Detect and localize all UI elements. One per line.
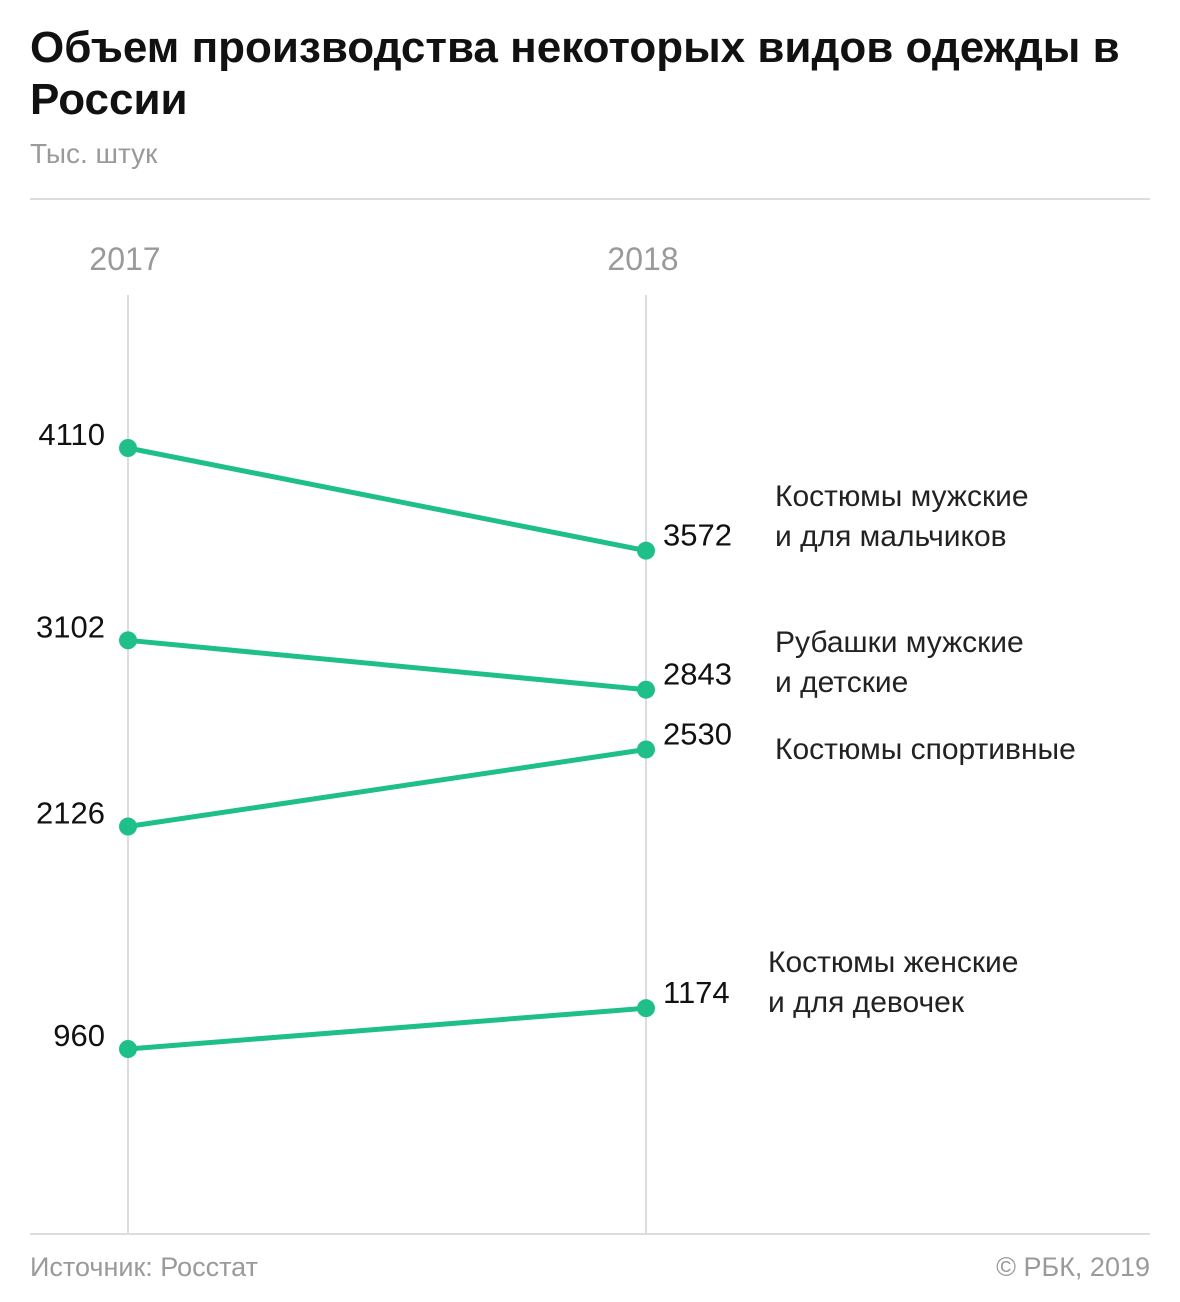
series-line-0 — [125, 445, 649, 554]
value-label-2017-1: 3102 — [36, 609, 105, 644]
value-label-2018-2: 2530 — [663, 716, 732, 751]
series-label-0-line-0: Костюмы мужские — [775, 480, 1029, 513]
source-note: Источник: Росстат — [30, 1252, 258, 1282]
top-divider — [30, 198, 1150, 200]
value-label-2017-0: 4110 — [38, 417, 105, 452]
value-label-2018-1: 2843 — [663, 657, 732, 692]
series-label-0-line-1: и для мальчиков — [775, 520, 1007, 553]
value-label-2017-2: 2126 — [36, 796, 105, 831]
series-line-2 — [125, 746, 649, 830]
series-line-3 — [125, 1005, 649, 1052]
value-label-2017-3: 960 — [53, 1018, 105, 1053]
data-point-2017-3 — [119, 1040, 137, 1058]
series-label-3-line-0: Костюмы женские — [768, 946, 1018, 979]
data-point-2017-2 — [119, 817, 137, 836]
series-label-1-line-1: и детские — [775, 666, 908, 699]
data-point-2018-0 — [637, 541, 655, 560]
chart-title: Объем производства некоторых видов одежд… — [30, 23, 1120, 124]
series-label-2-line-0: Костюмы спортивные — [775, 733, 1076, 766]
x-tick-label-2017: 2017 — [89, 241, 160, 277]
data-point-2017-1 — [119, 631, 137, 650]
value-label-2018-0: 3572 — [663, 518, 732, 553]
data-point-2018-3 — [637, 999, 655, 1018]
copyright-note: © РБК, 2019 — [996, 1252, 1150, 1282]
chart-subtitle: Тыс. штук — [30, 138, 158, 169]
data-point-2018-1 — [637, 680, 655, 699]
data-point-2018-2 — [637, 740, 655, 759]
series-label-3-line-1: и для девочек — [768, 986, 965, 1019]
data-point-2017-0 — [119, 439, 137, 457]
series-label-1-line-0: Рубашки мужские — [775, 626, 1024, 659]
series-line-1 — [125, 637, 649, 693]
x-tick-label-2018: 2018 — [607, 241, 678, 277]
value-label-2018-3: 1174 — [663, 975, 730, 1010]
bottom-divider — [30, 1233, 1150, 1235]
